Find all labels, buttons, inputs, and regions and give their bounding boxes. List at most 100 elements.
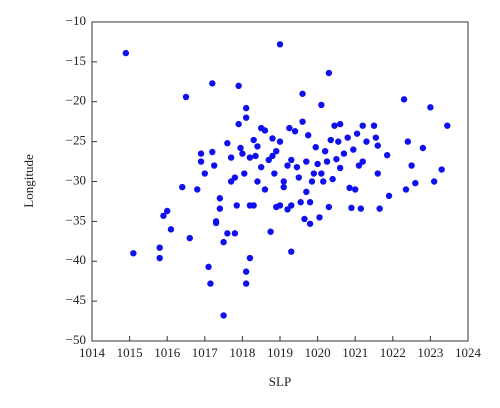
point [269, 135, 276, 142]
point [303, 158, 310, 165]
point [246, 154, 254, 161]
y-tick-label: −30 [66, 172, 86, 187]
point [412, 179, 419, 187]
point [312, 144, 319, 151]
point [237, 144, 244, 152]
point [242, 114, 250, 121]
point [160, 212, 167, 219]
point [261, 127, 269, 134]
point [235, 120, 242, 128]
point [276, 202, 284, 209]
point [355, 162, 363, 169]
point [291, 128, 299, 135]
point [430, 178, 438, 185]
point [231, 230, 239, 237]
point [122, 49, 130, 57]
point [333, 155, 340, 163]
x-tick-label: 1020 [305, 345, 331, 360]
point [197, 150, 205, 157]
point [284, 162, 291, 169]
point [276, 41, 284, 48]
point [211, 162, 218, 169]
point [310, 170, 318, 177]
point [205, 263, 212, 271]
point [156, 254, 163, 262]
point [335, 138, 342, 145]
point [280, 183, 287, 191]
point [346, 184, 353, 192]
point [186, 234, 193, 242]
point [265, 156, 272, 164]
point [306, 220, 314, 227]
point [316, 214, 323, 221]
point [303, 188, 310, 196]
point [331, 122, 338, 129]
point [348, 204, 355, 212]
point [374, 142, 381, 149]
point [301, 215, 308, 223]
point [241, 170, 248, 177]
point [385, 192, 393, 200]
y-axis-label: Longitude [21, 154, 36, 208]
point [306, 199, 314, 206]
point [271, 170, 278, 177]
point [254, 178, 261, 185]
point [273, 147, 280, 155]
x-tick-label: 1022 [380, 345, 406, 360]
point [216, 195, 224, 202]
point [383, 151, 391, 159]
point [359, 158, 366, 165]
point [156, 244, 163, 251]
point [227, 178, 235, 185]
point [352, 186, 359, 193]
point [164, 207, 171, 215]
point [250, 202, 257, 209]
point [288, 248, 295, 255]
x-tick-label: 1024 [455, 345, 482, 360]
y-tick-label: −35 [66, 212, 86, 227]
y-tick-label: −50 [66, 332, 86, 347]
point [269, 152, 276, 160]
point [305, 132, 312, 139]
point [239, 150, 246, 157]
point [220, 312, 227, 319]
x-tick-label: 1021 [342, 345, 368, 360]
x-axis-label: SLP [269, 374, 291, 389]
point [329, 175, 336, 183]
point [284, 206, 291, 213]
y-tick-label: −25 [66, 133, 86, 148]
point [258, 163, 265, 171]
point [286, 124, 293, 132]
point [408, 162, 415, 169]
point [438, 166, 445, 173]
point [402, 186, 410, 193]
point [357, 205, 365, 212]
point [325, 69, 333, 77]
point [267, 228, 274, 235]
point [363, 138, 370, 145]
point [444, 122, 451, 129]
point [252, 152, 259, 160]
point [353, 130, 361, 137]
point [231, 174, 239, 181]
point [246, 254, 254, 262]
point [370, 122, 378, 129]
point [182, 93, 190, 101]
point [314, 160, 321, 168]
point [280, 178, 287, 185]
point [323, 158, 331, 165]
point [404, 138, 412, 145]
point [235, 82, 242, 90]
point [400, 96, 408, 103]
point [344, 134, 351, 141]
point [179, 183, 186, 191]
point [224, 140, 231, 147]
y-tick-label: −45 [66, 292, 86, 307]
point [242, 268, 250, 275]
point [325, 203, 333, 211]
point [197, 158, 205, 165]
x-tick-label: 1023 [417, 345, 443, 360]
y-tick-label: −10 [66, 13, 86, 28]
x-tick-label: 1019 [267, 345, 293, 360]
